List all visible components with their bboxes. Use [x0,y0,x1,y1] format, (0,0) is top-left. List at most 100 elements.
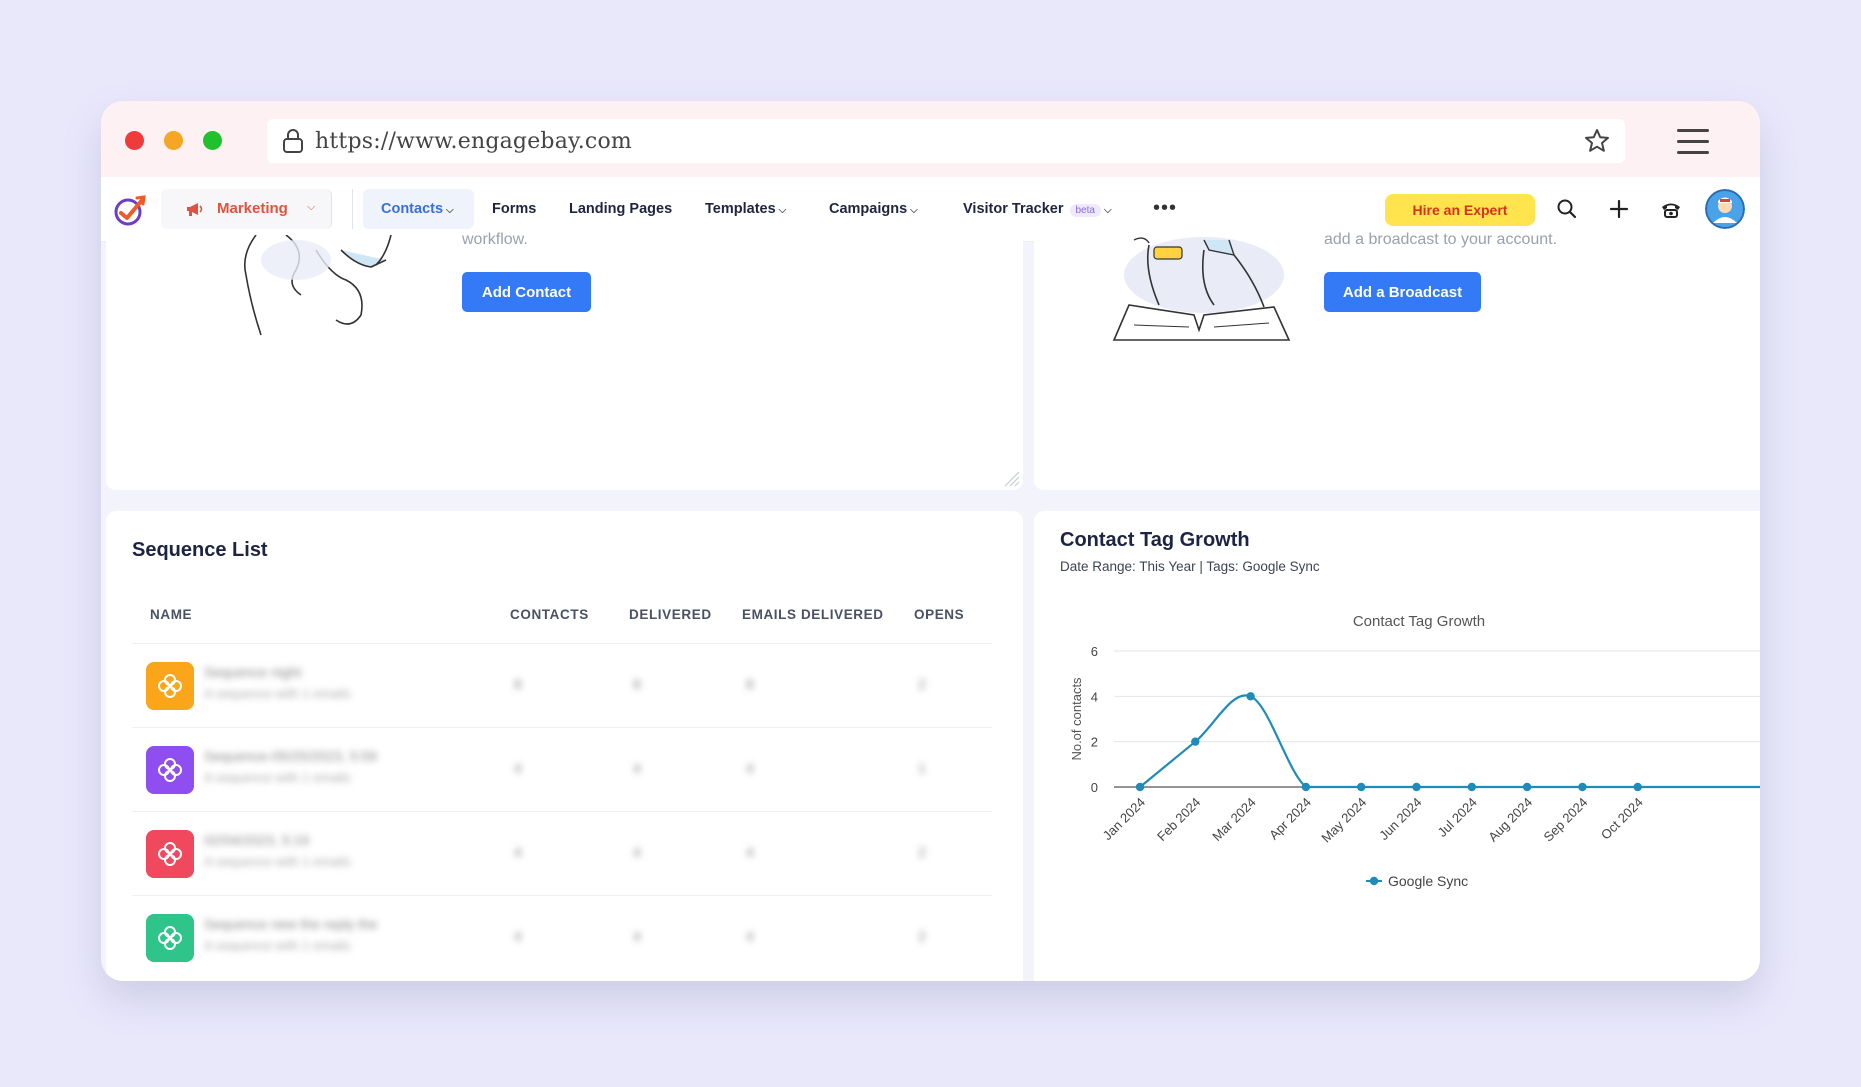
lock-icon [283,129,303,153]
hire-expert-button[interactable]: Hire an Expert [1385,194,1535,226]
nav-divider [352,189,353,229]
maximize-window-button[interactable] [203,131,222,150]
x-tick-label: Aug 2024 [1485,795,1535,845]
sequence-name[interactable]: Sequence night [204,664,302,680]
chevron-down-icon: ⌵ [446,205,454,216]
engagebay-logo-icon[interactable] [113,193,147,227]
avatar[interactable] [1705,189,1745,229]
nav-item-label: Landing Pages [569,201,673,217]
table-row[interactable]: Sequence night A sequence with 1 emails … [132,643,992,728]
y-tick-label: 2 [1091,735,1098,750]
module-label: Marketing [217,200,288,217]
sequence-list-title: Sequence List [132,539,268,561]
add-contact-card: workflow. Add Contact [106,231,1023,490]
delivered-count: 8 [633,676,641,692]
opens-count: 2 [918,676,926,692]
sequence-subtitle: A sequence with 1 emails [204,938,351,953]
add-contact-button[interactable]: Add Contact [462,272,591,312]
delivered-count: 4 [633,760,641,776]
sequence-name[interactable]: Sequence-05/25/2023, 5:59 [204,748,377,764]
chevron-down-icon: ⌵ [307,201,316,213]
table-row[interactable]: Sequence new the reply the A sequence wi… [132,895,992,980]
opens-count: 1 [918,760,926,776]
minimize-window-button[interactable] [164,131,183,150]
y-tick-label: 0 [1091,780,1098,795]
module-switcher[interactable]: Marketing ⌵ [161,189,332,229]
url-text[interactable]: https://www.engagebay.com [315,129,632,154]
more-menu-icon[interactable]: ••• [1153,197,1178,219]
nav-active-bg [363,189,474,229]
x-tick-label: Sep 2024 [1541,795,1591,845]
phone-icon[interactable] [1659,197,1683,221]
sequence-subtitle: A sequence with 1 emails [204,686,351,701]
tag-growth-title: Contact Tag Growth [1060,529,1250,551]
broadcast-card-text: add a broadcast to your account. [1324,231,1558,248]
nav-item-label: Templates [705,201,776,217]
resize-handle-icon[interactable] [1001,468,1021,488]
sequence-name[interactable]: Sequence new the reply the [204,916,378,932]
data-point [1578,782,1587,792]
chart-title: Contact Tag Growth [1353,613,1485,630]
emails-delivered-count: 8 [746,676,754,692]
table-row[interactable]: 02/04/2023, 5:19 A sequence with 1 email… [132,811,992,896]
nav-item-label: Contacts [381,201,444,217]
emails-delivered-count: 4 [746,760,754,776]
nav-item-contacts[interactable]: Contacts ⌵ [381,201,454,217]
emails-delivered-count: 4 [746,844,754,860]
bookmark-star-icon[interactable] [1583,127,1611,155]
legend-marker [1369,876,1379,886]
contacts-count: 4 [514,928,522,944]
tag-growth-subtitle: Date Range: This Year | Tags: Google Syn… [1060,559,1320,574]
table-row[interactable]: Sequence-05/25/2023, 5:59 A sequence wit… [132,727,992,812]
x-tick-label: Oct 2024 [1598,795,1646,843]
data-point [1357,782,1366,792]
contacts-count: 4 [514,760,522,776]
column-header-contacts[interactable]: CONTACTS [510,607,589,622]
column-header-name[interactable]: NAME [150,607,193,622]
x-tick-label: Mar 2024 [1209,795,1258,844]
emails-delivered-count: 4 [746,928,754,944]
beta-badge: beta [1069,204,1101,217]
megaphone-icon [187,203,203,216]
data-point [1135,782,1145,792]
data-point [1467,782,1476,792]
sequence-icon [146,662,194,710]
add-broadcast-card: add a broadcast to your account. Add a B… [1034,231,1760,490]
column-header-delivered[interactable]: DELIVERED [629,607,712,622]
browser-window: https://www.engagebay.com Marketing ⌵ [101,101,1760,981]
column-header-opens[interactable]: OPENS [914,607,965,622]
browser-menu-icon[interactable] [1677,129,1709,154]
contact-tag-growth-card: Contact Tag Growth Date Range: This Year… [1034,511,1760,981]
delivered-count: 4 [633,844,641,860]
series-line [1139,694,1638,789]
address-bar[interactable]: https://www.engagebay.com [267,119,1625,163]
nav-item-templates[interactable]: Templates ⌵ [705,201,786,217]
broadcast-illustration [1112,237,1291,341]
data-point [1412,782,1421,792]
x-tick-label: May 2024 [1318,795,1369,846]
delivered-count: 4 [633,928,641,944]
x-tick-label: Jul 2024 [1435,795,1480,840]
nav-item-visitor-tracker[interactable]: Visitor Tracker beta ⌵ [963,201,1112,217]
dashboard-content: workflow. Add Contact add a broadcas [101,231,1760,981]
nav-item-forms[interactable]: Forms [492,201,536,217]
data-point [1633,782,1642,792]
chevron-down-icon: ⌵ [910,205,918,216]
nav-item-landing-pages[interactable]: Landing Pages [569,201,672,217]
column-header-emails-delivered[interactable]: EMAILS DELIVERED [742,607,884,622]
plus-icon[interactable] [1607,197,1631,221]
contacts-count: 8 [514,676,522,692]
nav-item-campaigns[interactable]: Campaigns ⌵ [829,201,918,217]
search-icon[interactable] [1555,197,1579,221]
y-tick-label: 6 [1091,644,1098,659]
x-tick-label: Apr 2024 [1266,795,1314,843]
browser-chrome: https://www.engagebay.com [101,101,1760,177]
sequence-icon [146,914,194,962]
sequence-name[interactable]: 02/04/2023, 5:19 [204,832,310,848]
nav-item-label: Forms [492,201,537,217]
close-window-button[interactable] [125,131,144,150]
tag-growth-chart: Contact Tag Growth 0 2 4 6 No.of contacts Jan … [1069,613,1760,889]
sequence-subtitle: A sequence with 1 emails [204,854,351,869]
data-point [1301,782,1311,792]
add-broadcast-button[interactable]: Add a Broadcast [1324,272,1481,312]
